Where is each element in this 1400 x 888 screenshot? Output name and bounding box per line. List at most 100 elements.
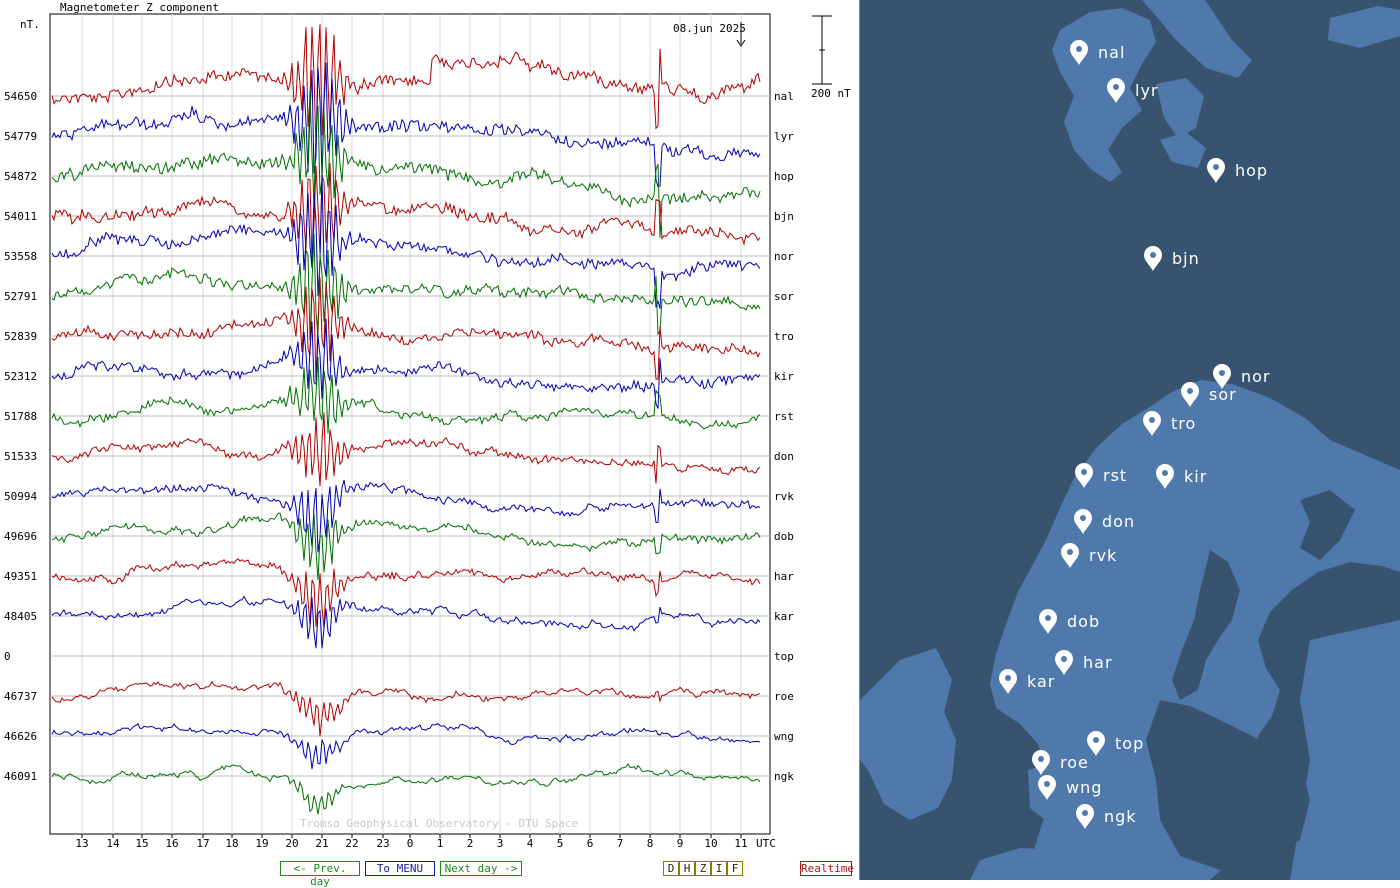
station-pin-roe[interactable]: roe <box>1032 750 1089 775</box>
station-pin-sor[interactable]: sor <box>1181 382 1237 407</box>
gulf-of-bothnia-sea <box>1172 550 1240 700</box>
station-baseline-label: 54872 <box>4 170 37 183</box>
trace-kar <box>51 595 761 649</box>
component-d-button[interactable]: D <box>663 861 679 876</box>
baltic-east-land <box>1290 620 1400 880</box>
station-baseline-label: 49351 <box>4 570 37 583</box>
trace-ngk <box>51 763 761 815</box>
scale-bar <box>812 15 832 85</box>
station-pin-label: top <box>1115 734 1144 753</box>
station-code-label: top <box>774 650 794 663</box>
menu-button[interactable]: To MENU <box>365 861 435 876</box>
map-pin-hole <box>1150 252 1156 258</box>
map-pin-hole <box>1149 417 1155 423</box>
x-tick-label: 5 <box>557 837 564 850</box>
station-pin-label: wng <box>1066 778 1102 797</box>
station-pin-tro[interactable]: tro <box>1143 411 1196 436</box>
component-i-button[interactable]: I <box>711 861 727 876</box>
station-pin-rst[interactable]: rst <box>1075 463 1127 488</box>
station-pin-label: kar <box>1027 672 1055 691</box>
x-tick-label: 11 <box>734 837 747 850</box>
station-baseline-label: 51788 <box>4 410 37 423</box>
station-baseline-label: 52312 <box>4 370 37 383</box>
component-f-button[interactable]: F <box>727 861 743 876</box>
x-tick-label: 9 <box>677 837 684 850</box>
x-tick-label: 19 <box>255 837 268 850</box>
denmark-land <box>1028 760 1080 824</box>
map-pin-icon <box>1143 411 1161 436</box>
scale-label: 200 nT <box>811 87 851 100</box>
station-baseline-label: 54650 <box>4 90 37 103</box>
map-pin-icon <box>1074 509 1092 534</box>
x-tick-label: 15 <box>135 837 148 850</box>
prev-day-button[interactable]: <- Prev. day <box>280 861 360 888</box>
station-baseline-label: 52839 <box>4 330 37 343</box>
realtime-button[interactable]: Realtime <box>800 861 854 876</box>
station-code-label: nal <box>774 90 794 103</box>
x-tick-label: 2 <box>467 837 474 850</box>
station-pin-nal[interactable]: nal <box>1070 40 1125 65</box>
component-h-button[interactable]: H <box>679 861 695 876</box>
map-pin-icon <box>1181 382 1199 407</box>
trace-bjn <box>51 163 761 264</box>
grid-lines <box>50 14 770 834</box>
station-pin-label: ngk <box>1104 807 1137 826</box>
next-day-button[interactable]: Next day -> <box>440 861 522 876</box>
station-code-label: tro <box>774 330 794 343</box>
component-selector: D H Z I F <box>663 861 743 876</box>
station-pin-label: rvk <box>1089 546 1117 565</box>
station-pin-hop[interactable]: hop <box>1207 158 1268 183</box>
x-tick-label: 13 <box>75 837 88 850</box>
map-pin-hole <box>1082 810 1088 816</box>
nordaustlandet-land <box>1156 78 1204 138</box>
date-label: 08.jun 2025 <box>673 22 746 35</box>
station-pin-bjn[interactable]: bjn <box>1144 246 1200 271</box>
station-code-label: rvk <box>774 490 794 503</box>
map-pin-icon <box>1144 246 1162 271</box>
station-pin-label: lyr <box>1135 81 1159 100</box>
map-pin-icon <box>1070 40 1088 65</box>
station-pin-don[interactable]: don <box>1074 509 1135 534</box>
x-tick-label: 22 <box>345 837 358 850</box>
trace-don <box>51 412 761 487</box>
station-baseline-label: 49696 <box>4 530 37 543</box>
map-pin-hole <box>1187 388 1193 394</box>
white-sea <box>1300 490 1355 560</box>
map-pin-hole <box>1219 370 1225 376</box>
component-z-button[interactable]: Z <box>695 861 711 876</box>
station-pin-label: dob <box>1067 612 1100 631</box>
trace-nal <box>51 24 761 149</box>
time-axis: 13 14 15 16 17 18 19 20 21 22 23 0 1 2 3 4 5 6 7 8 9 10 11 <box>75 834 748 850</box>
trace-tro <box>51 277 761 382</box>
station-pin-dob[interactable]: dob <box>1039 609 1100 634</box>
station-pin-har[interactable]: har <box>1055 650 1113 675</box>
map-pin-icon <box>1032 750 1050 775</box>
station-code-label: kir <box>774 370 794 383</box>
station-pin-lyr[interactable]: lyr <box>1107 78 1159 103</box>
station-code-label: dob <box>774 530 794 543</box>
station-code-label: bjn <box>774 210 794 223</box>
station-pin-top[interactable]: top <box>1087 731 1144 756</box>
station-pin-label: don <box>1102 512 1135 531</box>
station-pin-rvk[interactable]: rvk <box>1061 543 1117 568</box>
baltic-sea <box>1146 700 1310 870</box>
station-pin-nor[interactable]: nor <box>1213 364 1271 389</box>
station-baseline-label: 48405 <box>4 610 37 623</box>
x-tick-label: 10 <box>704 837 717 850</box>
station-pin-ngk[interactable]: ngk <box>1076 804 1137 829</box>
x-tick-label: 1 <box>437 837 444 850</box>
station-code-label: wng <box>774 730 794 743</box>
map-pin-hole <box>1113 84 1119 90</box>
station-pin-wng[interactable]: wng <box>1038 775 1102 800</box>
svalbard-east-land <box>1142 0 1252 78</box>
x-tick-label: 8 <box>647 837 654 850</box>
plot-title: Magnetometer Z component <box>60 1 219 14</box>
station-pin-kar[interactable]: kar <box>999 669 1055 694</box>
station-pin-label: nor <box>1241 367 1271 386</box>
map-pin-icon <box>1038 775 1056 800</box>
x-tick-label: 23 <box>376 837 389 850</box>
x-tick-label: 14 <box>106 837 120 850</box>
station-pin-kir[interactable]: kir <box>1156 464 1207 489</box>
map-pin-hole <box>1038 756 1044 762</box>
